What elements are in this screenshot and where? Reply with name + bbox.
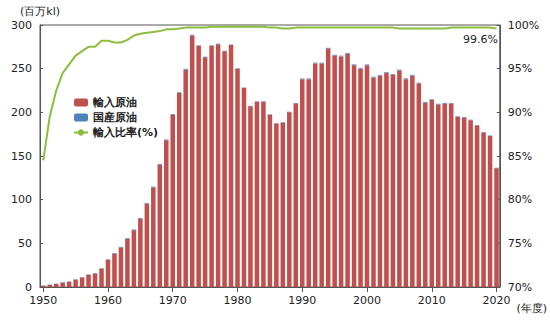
svg-text:(年度): (年度) (516, 302, 547, 315)
svg-text:99.6%: 99.6% (463, 33, 498, 46)
svg-text:1950: 1950 (29, 294, 57, 307)
svg-text:1970: 1970 (159, 294, 187, 307)
svg-text:80%: 80% (508, 193, 532, 206)
svg-text:国産原油: 国産原油 (93, 111, 137, 124)
svg-text:70%: 70% (508, 281, 532, 294)
svg-text:2010: 2010 (418, 294, 446, 307)
svg-text:0: 0 (25, 281, 32, 294)
svg-text:50: 50 (18, 237, 32, 250)
svg-text:85%: 85% (508, 150, 532, 163)
svg-text:95%: 95% (508, 62, 532, 75)
svg-text:(百万kl): (百万kl) (20, 5, 60, 18)
svg-text:1980: 1980 (224, 294, 252, 307)
svg-text:1990: 1990 (288, 294, 316, 307)
svg-text:100: 100 (11, 193, 32, 206)
svg-text:2000: 2000 (353, 294, 381, 307)
svg-text:200: 200 (11, 106, 32, 119)
svg-text:90%: 90% (508, 106, 532, 119)
svg-text:2020: 2020 (483, 294, 511, 307)
svg-text:75%: 75% (508, 237, 532, 250)
svg-text:150: 150 (11, 150, 32, 163)
svg-text:1960: 1960 (94, 294, 122, 307)
svg-text:輸入原油: 輸入原油 (92, 96, 137, 109)
svg-text:輸入比率(%): 輸入比率(%) (92, 126, 158, 139)
svg-text:100%: 100% (508, 19, 539, 32)
svg-text:250: 250 (11, 62, 32, 75)
svg-text:300: 300 (11, 19, 32, 32)
